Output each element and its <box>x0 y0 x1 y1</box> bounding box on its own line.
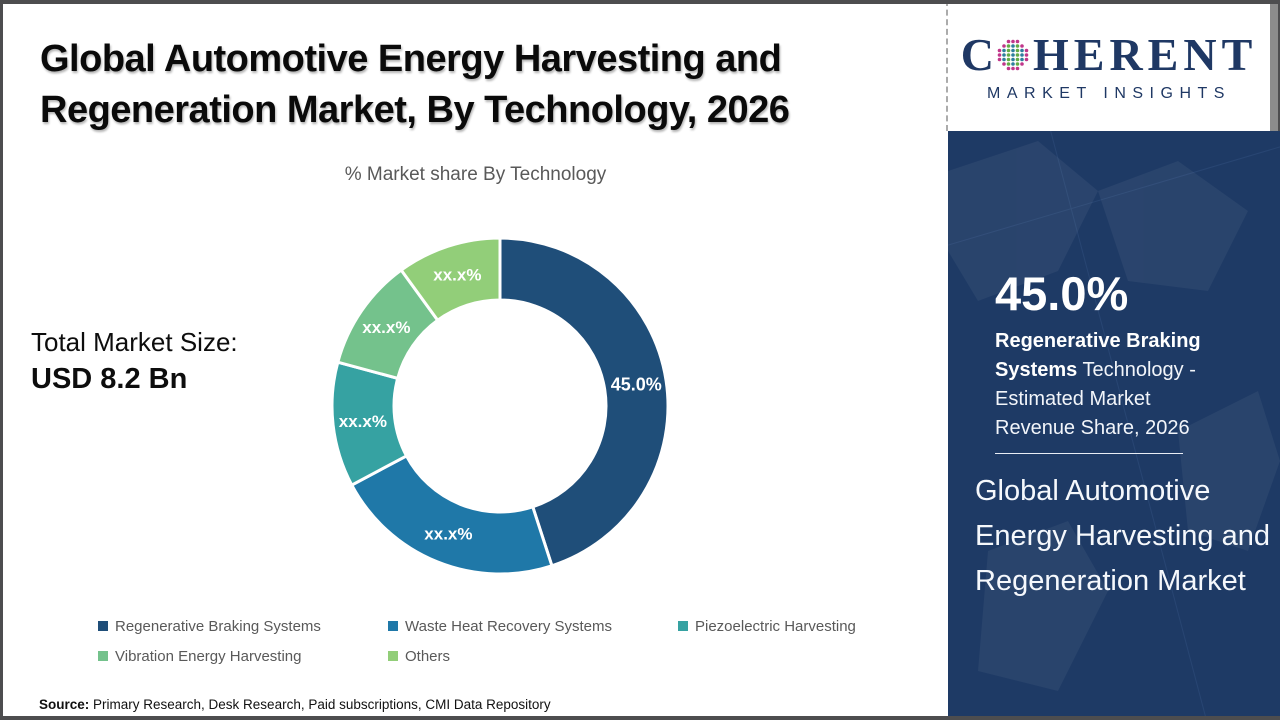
sidebar-stat-description: Regenerative Braking Systems Technology … <box>995 327 1227 443</box>
sidebar-market-name: Global Automotive Energy Harvesting and … <box>975 475 1270 597</box>
donut-slice-5 <box>399 236 502 323</box>
brand-prefix: C <box>960 29 994 80</box>
source-text: Primary Research, Desk Research, Paid su… <box>89 697 551 712</box>
legend-item: Others <box>388 646 678 666</box>
legend-item: Vibration Energy Harvesting <box>98 646 388 666</box>
total-market-value: USD 8.2 Bn <box>31 363 188 395</box>
donut-slice-label: xx.x% <box>339 412 387 431</box>
brand-subtitle: MARKET INSIGHTS <box>987 85 1231 102</box>
brand-wordmark: C HERENT <box>961 32 1258 78</box>
donut-slice-label: xx.x% <box>433 265 481 284</box>
legend-label: Others <box>405 647 451 665</box>
brand-logo: C HERENT MARKET INSIGHTS <box>948 4 1270 131</box>
page-title: Global Automotive Energy Harvesting and … <box>40 34 860 136</box>
legend-label: Piezoelectric Harvesting <box>695 617 856 635</box>
slide-border-left <box>0 0 3 720</box>
slide-border-top <box>0 0 1280 4</box>
donut-slice-1 <box>498 236 670 568</box>
legend-swatch-icon <box>98 621 108 631</box>
source-note: Source: Primary Research, Desk Research,… <box>39 697 551 712</box>
legend-label: Vibration Energy Harvesting <box>115 647 302 665</box>
legend-swatch-icon <box>98 651 108 661</box>
slide-border-bottom <box>0 716 1280 720</box>
dashed-separator <box>946 0 948 131</box>
sidebar-stat-value: 45.0% <box>995 267 1129 320</box>
legend-swatch-icon <box>388 621 398 631</box>
main-content-area: Global Automotive Energy Harvesting and … <box>3 4 948 716</box>
legend-item: Regenerative Braking Systems <box>98 616 388 636</box>
chart-legend: Regenerative Braking Systems Waste Heat R… <box>98 616 948 666</box>
brand-suffix: HERENT <box>1032 29 1258 80</box>
sidebar-stat-bold: Regenerative Braking Systems <box>995 330 1201 381</box>
slide-border-right <box>1270 0 1280 131</box>
globe-dots-icon <box>997 39 1029 71</box>
donut-slice-label: xx.x% <box>424 524 472 543</box>
sidebar: 45.0% Regenerative Braking Systems Techn… <box>948 131 1280 716</box>
source-label: Source: <box>39 697 90 712</box>
world-map-texture <box>948 131 1280 716</box>
page-title-line1: Global Automotive Energy Harvesting and <box>40 38 782 80</box>
legend-label: Regenerative Braking Systems <box>115 617 321 635</box>
legend-item: Waste Heat Recovery Systems <box>388 616 678 636</box>
sidebar-stat-rest: Technology - Estimated Market Revenue Sh… <box>995 359 1196 439</box>
donut-slice-label: 45.0% <box>611 374 662 394</box>
legend-label: Waste Heat Recovery Systems <box>405 617 613 635</box>
page-title-line2: Regeneration Market, By Technology, 2026 <box>40 89 790 131</box>
sidebar-divider <box>995 453 1183 454</box>
legend-item: Piezoelectric Harvesting <box>678 616 918 636</box>
donut-chart-svg: 45.0% xx.x% xx.x% xx.x% xx.x% <box>330 236 670 576</box>
total-market-label: Total Market Size: <box>31 327 238 357</box>
donut-slice-2 <box>349 453 554 576</box>
donut-chart: 45.0% xx.x% xx.x% xx.x% xx.x% <box>300 206 700 606</box>
donut-slice-label: xx.x% <box>362 318 410 337</box>
total-market-size: Total Market Size: USD 8.2 Bn <box>31 327 238 396</box>
legend-swatch-icon <box>678 621 688 631</box>
legend-swatch-icon <box>388 651 398 661</box>
chart-subtitle: % Market share By Technology <box>344 164 607 185</box>
